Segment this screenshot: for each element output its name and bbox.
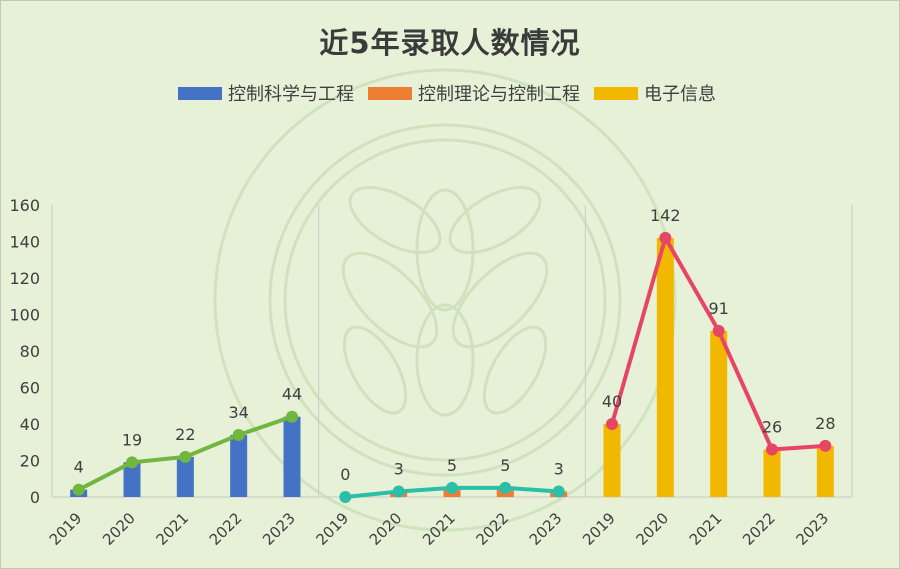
data-point-1-2021 [446,481,458,494]
data-label-1-2023: 3 [554,460,564,479]
y-tick-label-60: 60 [20,379,40,398]
legend-item-electronic-info: 电子信息 [594,80,716,106]
data-point-0-2021 [179,450,192,463]
data-label-1-2019: 0 [340,465,350,484]
y-tick-label-0: 0 [30,488,40,507]
data-point-2-2021 [712,324,725,337]
data-label-0-2023: 44 [282,385,302,404]
data-point-1-2020 [392,485,405,498]
data-label-2-2020: 142 [650,206,681,225]
legend-swatch-control-science [178,86,222,100]
data-label-0-2019: 4 [74,458,84,477]
y-tick-label-40: 40 [20,415,40,434]
data-label-1-2020: 3 [394,460,404,479]
bar-0-2023 [283,416,301,497]
data-label-1-2022: 5 [500,456,510,475]
data-point-0-2019 [72,483,85,496]
x-tick-label-2-2021: 2021 [686,509,726,549]
y-tick-label-120: 120 [9,269,40,288]
legend-swatch-electronic-info [594,86,638,100]
x-tick-label-0-2023: 2023 [259,509,299,549]
chart-title: 近5年录取人数情况 [319,26,581,60]
legend-label-electronic-info: 电子信息 [644,84,716,105]
data-label-2-2021: 91 [708,299,728,318]
x-tick-label-1-2019: 2019 [312,509,352,549]
legend-swatch-control-theory [368,86,412,100]
data-label-0-2022: 34 [228,403,248,422]
data-point-1-2019 [339,491,352,503]
x-tick-label-0-2019: 2019 [46,509,86,549]
x-tick-label-0-2020: 2020 [99,509,139,549]
bar-0-2021 [176,456,194,497]
x-tick-label-2-2023: 2023 [792,509,832,549]
x-tick-label-2-2020: 2020 [632,509,672,549]
x-tick-label-1-2020: 2020 [366,509,406,549]
bar-0-2020 [123,462,141,497]
x-tick-label-1-2023: 2023 [526,509,566,549]
legend-item-control-theory: 控制理论与控制工程 [368,80,580,106]
y-tick-label-100: 100 [9,306,40,325]
bar-2-2021 [710,330,728,497]
legend-label-control-science: 控制科学与工程 [228,84,354,105]
y-tick-label-20: 20 [20,452,40,471]
data-point-1-2023 [552,485,565,498]
y-tick-label-160: 160 [9,196,40,215]
data-point-0-2023 [286,410,298,423]
y-tick-label-80: 80 [20,342,40,361]
data-label-2-2022: 26 [762,418,782,437]
x-tick-label-0-2021: 2021 [152,509,192,549]
x-tick-label-0-2022: 2022 [206,509,246,549]
bar-2-2023 [816,445,834,497]
x-tick-label-1-2021: 2021 [419,509,459,549]
data-label-2-2023: 28 [815,414,835,433]
data-label-2-2019: 40 [602,392,622,411]
data-point-2-2022 [766,443,778,456]
y-tick-label-140: 140 [9,233,40,252]
data-point-1-2022 [499,481,512,494]
data-label-0-2021: 22 [175,425,195,444]
data-point-2-2019 [606,418,618,430]
data-point-0-2020 [126,456,138,469]
data-point-0-2022 [232,428,245,441]
bar-2-2020 [656,237,674,497]
x-tick-label-2-2022: 2022 [739,509,779,549]
data-point-2-2023 [819,439,832,452]
legend-item-control-science: 控制科学与工程 [178,80,354,106]
bar-2-2022 [763,449,781,497]
x-tick-label-1-2022: 2022 [472,509,512,549]
data-point-2-2020 [659,231,672,244]
bar-0-2022 [230,434,248,497]
x-tick-label-2-2019: 2019 [579,509,619,549]
legend-label-control-theory: 控制理论与控制工程 [418,84,580,105]
legend: 控制科学与工程 控制理论与控制工程 电子信息 [0,80,900,106]
data-label-0-2020: 19 [122,430,142,449]
data-label-1-2021: 5 [447,456,457,475]
bar-2-2019 [603,424,621,497]
